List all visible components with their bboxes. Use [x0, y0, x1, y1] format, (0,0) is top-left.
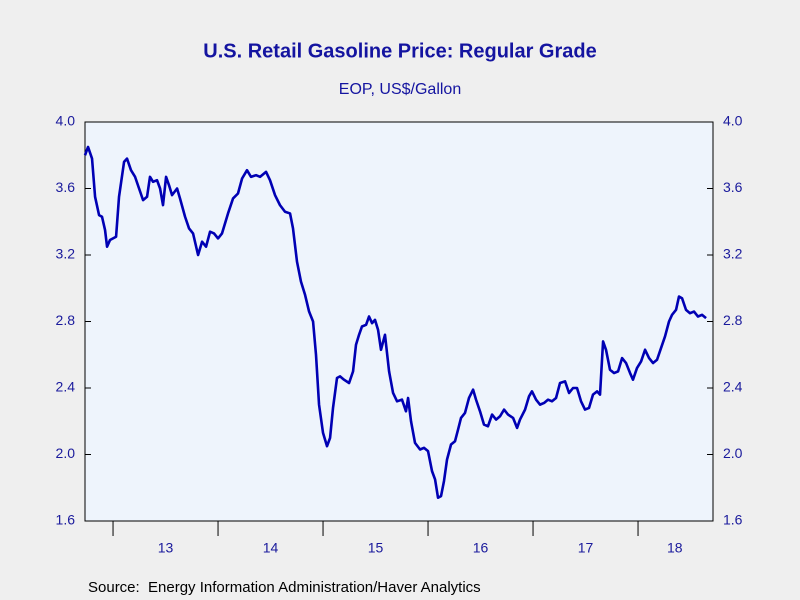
x-tick-label: 13 — [158, 540, 174, 556]
y-tick-label: 4.0 — [56, 113, 76, 129]
y2-tick-label: 2.0 — [723, 445, 743, 461]
y-tick-label: 2.0 — [56, 445, 76, 461]
source-note: Source: Energy Information Administratio… — [88, 579, 481, 596]
x-tick-label: 14 — [263, 540, 279, 556]
price-line — [83, 145, 707, 500]
y2-tick-label: 3.6 — [723, 179, 743, 195]
x-tick-label: 18 — [667, 540, 683, 556]
y-tick-label: 1.6 — [56, 512, 76, 528]
plot-area — [84, 121, 714, 522]
y-tick-label: 2.4 — [56, 379, 76, 395]
y-tick-label: 3.6 — [56, 179, 76, 195]
x-tick-label: 16 — [473, 540, 489, 556]
x-tick-label: 15 — [368, 540, 384, 556]
y2-tick-label: 1.6 — [723, 512, 743, 528]
chart-subtitle: EOP, US$/Gallon — [339, 81, 461, 98]
y2-tick-label: 3.2 — [723, 246, 743, 262]
y2-tick-label: 2.8 — [723, 312, 743, 328]
y2-tick-label: 2.4 — [723, 379, 743, 395]
y2-tick-label: 4.0 — [723, 113, 743, 129]
y-tick-label: 3.2 — [56, 246, 76, 262]
chart-title: U.S. Retail Gasoline Price: Regular Grad… — [203, 40, 596, 62]
y-tick-label: 2.8 — [56, 312, 76, 328]
x-tick-label: 17 — [578, 540, 594, 556]
